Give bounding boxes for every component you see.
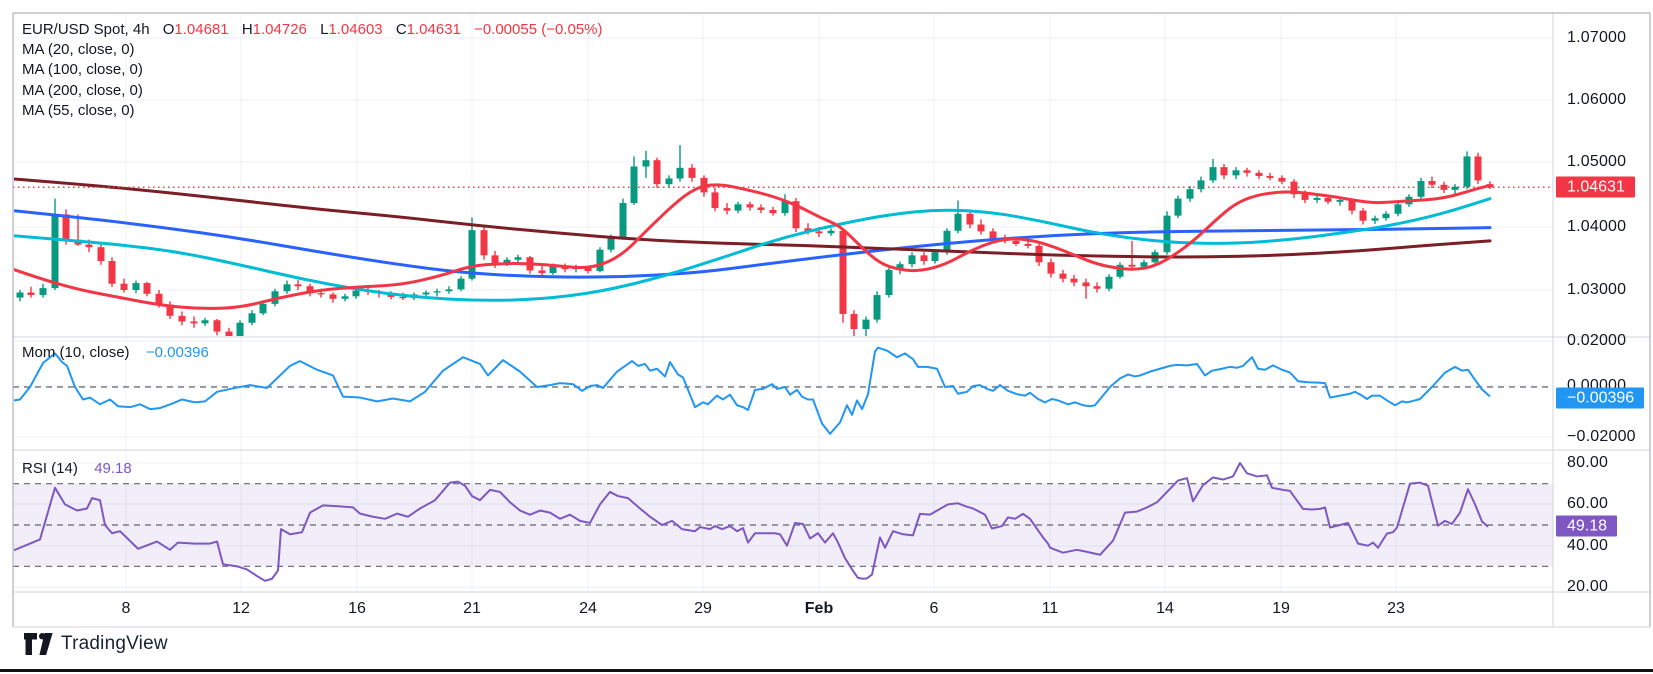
symbol-legend[interactable]: EUR/USD Spot, 4h O1.04681 H1.04726 L1.04… bbox=[22, 21, 603, 38]
price-tick-label: 1.04000 bbox=[1567, 218, 1627, 235]
ma55-line bbox=[14, 197, 1492, 302]
time-tick-label: 23 bbox=[1387, 600, 1405, 617]
momentum-tick-label: −0.02000 bbox=[1567, 428, 1636, 445]
momentum-line bbox=[14, 346, 1491, 435]
open-label: O bbox=[162, 21, 175, 38]
high-value: 1.04726 bbox=[252, 21, 307, 38]
rsi-value: 49.18 bbox=[94, 460, 132, 477]
rsi-tick-label: 40.00 bbox=[1567, 537, 1609, 554]
chart-frame bbox=[12, 12, 1651, 627]
time-tick-label: 11 bbox=[1041, 600, 1059, 617]
time-tick-label: 21 bbox=[463, 600, 481, 617]
time-tick-label: 29 bbox=[694, 600, 712, 617]
ma200-legend[interactable]: MA (200, close, 0) bbox=[22, 82, 143, 99]
price-tick-label: 1.05000 bbox=[1567, 153, 1627, 170]
gridlines bbox=[13, 13, 1553, 592]
time-tick-label: 8 bbox=[121, 600, 131, 617]
time-tick-label: 12 bbox=[232, 600, 250, 617]
time-tick-label: 24 bbox=[579, 600, 597, 617]
time-tick-label: 6 bbox=[929, 600, 939, 617]
time-tick-label: 19 bbox=[1272, 600, 1290, 617]
price-tick-label: 1.03000 bbox=[1567, 281, 1627, 298]
ma20-legend[interactable]: MA (20, close, 0) bbox=[22, 41, 135, 58]
ma55-legend[interactable]: MA (55, close, 0) bbox=[22, 102, 135, 119]
price-tick-label: 1.06000 bbox=[1567, 91, 1627, 108]
rsi-legend[interactable]: RSI (14) 49.18 bbox=[22, 460, 132, 477]
rsi-badge: 49.18 bbox=[1556, 515, 1618, 537]
close-label: C bbox=[395, 21, 407, 38]
close-value: 1.04631 bbox=[406, 21, 461, 38]
rsi-line bbox=[14, 462, 1489, 582]
rsi-tick-label: 80.00 bbox=[1567, 454, 1609, 471]
low-label: L bbox=[320, 21, 329, 38]
time-tick-label: 16 bbox=[348, 600, 366, 617]
price-badge: 1.04631 bbox=[1556, 176, 1635, 198]
tradingview-logo-text: TradingView bbox=[61, 633, 168, 654]
price-tick-label: 1.07000 bbox=[1567, 29, 1627, 46]
momentum-legend[interactable]: Mom (10, close) −0.00396 bbox=[22, 344, 209, 361]
tradingview-logo[interactable]: TradingView bbox=[24, 633, 168, 655]
bottom-border bbox=[0, 669, 1653, 672]
ma20-line bbox=[14, 183, 1492, 310]
time-tick-label: Feb bbox=[804, 600, 834, 617]
high-label: H bbox=[241, 21, 253, 38]
open-value: 1.04681 bbox=[174, 21, 229, 38]
momentum-badge: −0.00396 bbox=[1556, 387, 1645, 409]
rsi-title: RSI (14) bbox=[22, 460, 78, 477]
low-value: 1.04603 bbox=[328, 21, 383, 38]
momentum-value: −0.00396 bbox=[145, 344, 209, 361]
rsi-tick-label: 20.00 bbox=[1567, 578, 1609, 595]
ma100-legend[interactable]: MA (100, close, 0) bbox=[22, 61, 143, 78]
change-value: −0.00055 (−0.05%) bbox=[474, 21, 603, 38]
panel-dividers bbox=[13, 13, 1650, 628]
symbol-title: EUR/USD Spot, 4h bbox=[22, 21, 150, 38]
ma100-line bbox=[14, 209, 1492, 279]
momentum-tick-label: 0.02000 bbox=[1567, 332, 1627, 349]
rsi-tick-label: 60.00 bbox=[1567, 495, 1609, 512]
candles-group bbox=[16, 145, 1494, 336]
tradingview-logo-icon bbox=[24, 633, 53, 655]
momentum-title: Mom (10, close) bbox=[22, 344, 130, 361]
time-tick-label: 14 bbox=[1156, 600, 1174, 617]
